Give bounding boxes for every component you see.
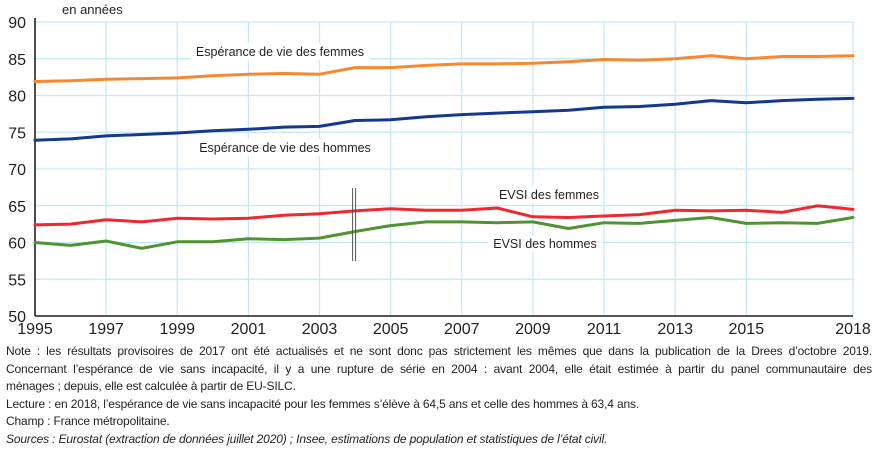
x-tick-label: 2015 [729, 321, 765, 338]
y-tick-label: 75 [8, 125, 26, 142]
y-tick-label: 55 [8, 272, 26, 289]
y-tick-label: 70 [8, 162, 26, 179]
x-tick-label: 2001 [231, 321, 267, 338]
chart-notes: Note : les résultats provisoires de 2017… [6, 343, 872, 448]
x-tick-label: 1995 [17, 321, 53, 338]
x-tick-label: 1999 [159, 321, 195, 338]
y-tick-label: 50 [8, 309, 26, 326]
annotation-background [191, 43, 369, 60]
x-tick-label: 1997 [88, 321, 124, 338]
x-tick-label: 2005 [373, 321, 409, 338]
y-tick-label: 65 [8, 199, 26, 216]
series-line-femmes-evsi [33, 204, 855, 227]
x-tick-label: 2013 [657, 321, 693, 338]
axes [34, 18, 853, 317]
tick-labels: 50 55 60 65 70 75 80 85 90 1995 1997 1999 2001 2003 20… [8, 15, 871, 338]
series-annotation-label: EVSI des hommes [493, 237, 597, 251]
series-line-femmes-ev [33, 54, 855, 83]
y-axis-unit-label: en années [62, 2, 123, 17]
x-tick-label: 2018 [835, 321, 871, 338]
series-lines [33, 54, 855, 261]
y-tick-label: 80 [8, 89, 26, 106]
note-text: Note : les résultats provisoires de 2017… [6, 344, 872, 358]
champ-text: Champ : France métropolitaine. [6, 414, 170, 428]
sources-text: Sources : Eurostat (extraction de donnée… [6, 431, 608, 446]
rupture-text-end: ménages ; depuis, elle est calculée à pa… [6, 379, 296, 393]
series-line-hommes-evsi [33, 216, 855, 250]
y-tick-label: 85 [8, 52, 26, 69]
series-annotation-label: Espérance de vie des femmes [196, 45, 364, 59]
series-labels: Espérance de vie des femmes Espérance de … [191, 43, 603, 252]
rupture-text: Concernant l’espérance de vie sans incap… [6, 361, 872, 376]
x-tick-label: 2007 [444, 321, 480, 338]
y-tick-label: 90 [8, 15, 26, 32]
series-line-hommes-ev [33, 96, 855, 142]
annotation-background [196, 139, 374, 156]
lecture-text: Lecture : en 2018, l’espérance de vie sa… [6, 396, 640, 411]
life-expectancy-chart: Espérance de vie des femmes Espérance de … [8, 2, 871, 338]
series-annotation-label: Espérance de vie des hommes [199, 141, 371, 155]
y-tick-label: 60 [8, 236, 26, 253]
x-tick-label: 2011 [587, 321, 622, 338]
grid [35, 21, 854, 316]
x-tick-label: 2009 [515, 321, 551, 338]
annotation-background [495, 186, 603, 203]
annotation-background [488, 235, 602, 252]
series-annotation-label: EVSI des femmes [499, 188, 599, 202]
x-tick-label: 2003 [302, 321, 338, 338]
